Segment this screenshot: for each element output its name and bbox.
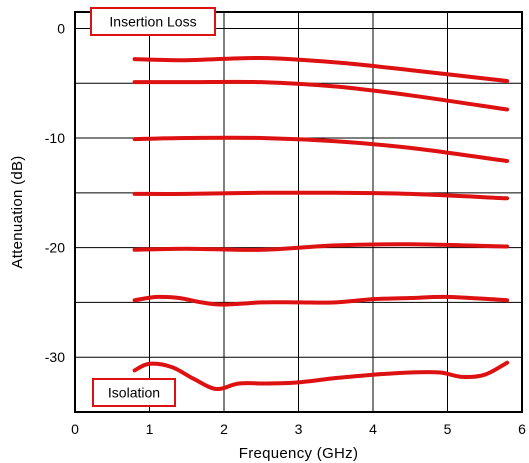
plot-area-frame bbox=[74, 11, 523, 413]
series-line bbox=[132, 360, 510, 392]
x-tick-label: 1 bbox=[146, 421, 154, 437]
isolation-callout-box bbox=[92, 378, 176, 407]
x-tick-label: 6 bbox=[518, 421, 526, 437]
isolation-callout: Isolation bbox=[92, 378, 176, 407]
x-tick-label: 4 bbox=[369, 421, 377, 437]
series-line bbox=[132, 79, 510, 112]
x-axis-label: Frequency (GHz) bbox=[239, 445, 359, 462]
series-line bbox=[132, 55, 510, 83]
series-line bbox=[132, 190, 510, 201]
series-line bbox=[132, 242, 510, 252]
y-tick-label: 0 bbox=[57, 20, 65, 36]
isolation-label: Isolation bbox=[108, 385, 160, 401]
x-tick-label: 0 bbox=[71, 421, 79, 437]
series-line bbox=[132, 135, 510, 163]
y-tick-label: -20 bbox=[45, 240, 65, 256]
y-tick-label: -10 bbox=[45, 130, 65, 146]
series-line bbox=[132, 294, 510, 307]
grid-lines bbox=[75, 12, 522, 412]
insertion-loss-callout-box bbox=[90, 7, 216, 36]
insertion-loss-label: Insertion Loss bbox=[109, 14, 196, 30]
insertion-loss-callout: Insertion Loss bbox=[90, 7, 216, 36]
y-tick-label: -30 bbox=[45, 349, 65, 365]
x-tick-label: 3 bbox=[295, 421, 303, 437]
tick-labels: 0 1 2 3 4 5 6 0 -10 -20 -30 bbox=[45, 20, 526, 437]
x-tick-label: 2 bbox=[220, 421, 228, 437]
series-lines bbox=[132, 55, 510, 392]
x-tick-label: 5 bbox=[444, 421, 452, 437]
y-axis-label: Attenuation (dB) bbox=[9, 155, 26, 268]
